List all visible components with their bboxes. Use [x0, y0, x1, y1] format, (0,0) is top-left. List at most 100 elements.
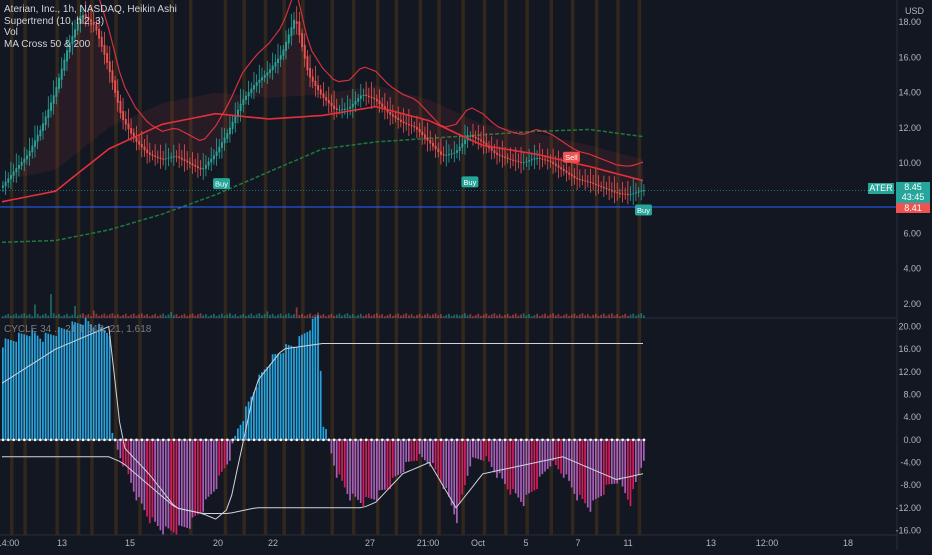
osc-bar: [341, 439, 343, 481]
volume-bar: [132, 313, 135, 318]
candle-body: [82, 14, 85, 18]
osc-zero-dot: [97, 438, 101, 442]
volume-bar: [496, 315, 498, 318]
ma-slow-line: [1, 128, 644, 244]
candle-body: [170, 156, 173, 158]
osc-bar: [536, 439, 538, 490]
osc-zero-dot: [615, 438, 619, 442]
candle-body: [453, 152, 456, 154]
candle-body: [517, 161, 520, 163]
price-tick-label: 18.00: [898, 17, 921, 27]
candle-body: [514, 160, 517, 162]
candle-body: [485, 142, 488, 146]
osc-bar: [319, 370, 322, 440]
osc-bar: [407, 439, 410, 462]
volume-bar: [23, 313, 26, 318]
candle-body: [528, 160, 531, 162]
oscillator-legend[interactable]: CYCLE 34 ... 21 1.618, 21, 1.618: [4, 324, 152, 335]
osc-zero-dot: [210, 438, 213, 442]
volume-bar: [378, 315, 381, 318]
volume-bar: [143, 315, 146, 318]
osc-bar: [610, 439, 613, 485]
osc-bar: [456, 439, 458, 524]
osc-bar: [212, 439, 215, 492]
osc-bar: [7, 339, 10, 440]
osc-bar: [450, 439, 453, 506]
osc-bar: [159, 439, 162, 531]
volume-bar: [287, 313, 290, 318]
candle-body: [370, 96, 373, 99]
osc-bar: [103, 329, 106, 440]
volume-bar: [290, 315, 293, 318]
candle-body: [50, 102, 52, 111]
osc-bar: [47, 333, 50, 440]
osc-zero-dot: [103, 438, 106, 442]
osc-bar: [58, 327, 60, 440]
candle-body: [26, 155, 28, 160]
osc-zero-dot: [322, 438, 325, 442]
candle-body: [298, 21, 301, 36]
osc-signal-line: [1, 325, 643, 520]
osc-bar: [613, 439, 616, 484]
session-band: [263, 0, 268, 535]
osc-zero-dot: [279, 438, 283, 442]
candle-body: [274, 62, 277, 67]
volume-bar: [223, 315, 226, 318]
symbol-title[interactable]: Aterian, Inc., 1h, NASDAQ, Heikin Ashi: [4, 4, 177, 15]
osc-bar: [373, 439, 375, 500]
candle-body: [576, 177, 579, 180]
volume-bar: [269, 315, 271, 318]
candle-body: [98, 28, 101, 39]
osc-bar: [79, 323, 82, 440]
candle-body: [480, 139, 482, 142]
osc-zero-dot: [172, 438, 176, 442]
osc-bar: [367, 439, 370, 498]
candle-body: [496, 152, 499, 155]
volume-bar: [103, 313, 106, 318]
osc-bar: [231, 439, 234, 444]
bar-countdown: 43:45: [901, 192, 925, 202]
osc-bar: [538, 439, 541, 477]
osc-bar: [442, 439, 445, 490]
osc-zero-dot: [300, 438, 304, 442]
osc-zero-dot: [364, 438, 368, 442]
osc-bar: [277, 353, 279, 440]
candle-body: [405, 122, 408, 125]
osc-zero-dot: [161, 438, 165, 442]
osc-zero-dot: [407, 438, 411, 442]
osc-zero-dot: [429, 438, 432, 442]
osc-zero-dot: [583, 438, 587, 442]
candle-body: [172, 156, 175, 158]
osc-bar: [140, 439, 143, 504]
volume-bar: [18, 315, 20, 318]
candle-body: [536, 158, 539, 160]
session-band: [394, 0, 399, 535]
osc-zero-dot: [519, 438, 523, 442]
candle-body: [469, 135, 472, 137]
candle-body: [490, 147, 493, 151]
osc-bar: [290, 345, 293, 440]
buy-signal-marker: Buy: [213, 178, 231, 190]
osc-zero-dot: [220, 438, 224, 442]
candle-body: [544, 159, 547, 161]
volume-bar: [106, 315, 108, 318]
osc-zero-dot: [92, 438, 96, 442]
volume-bar: [568, 315, 571, 318]
candle-body: [418, 128, 421, 133]
volume-bar: [421, 315, 424, 318]
supertrend-legend[interactable]: Supertrend (10, hl2, 3): [4, 15, 105, 27]
candle-body: [581, 179, 584, 181]
candle-body: [504, 156, 507, 158]
volume-legend[interactable]: Vol: [4, 27, 18, 38]
candle-body: [178, 156, 181, 159]
candle-body: [167, 157, 170, 159]
osc-zero-dot: [1, 438, 5, 442]
candle-body: [330, 102, 333, 107]
ma-cross-legend[interactable]: MA Cross 50 & 200: [4, 38, 91, 50]
volume-bar: [437, 315, 440, 318]
session-band: [170, 0, 174, 535]
osc-zero-dot: [247, 438, 251, 442]
volume-bar: [349, 315, 352, 318]
